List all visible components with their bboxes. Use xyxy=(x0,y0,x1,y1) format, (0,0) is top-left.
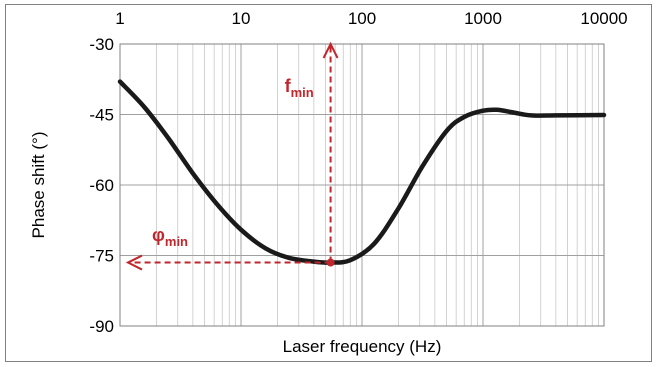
phimin-label-subscript: min xyxy=(165,234,188,249)
y-tick-label: -60 xyxy=(89,176,114,195)
tick-label-layer: 1 10 100 1000 10000 -30 -45 -60 -75 -90 xyxy=(89,9,627,336)
y-tick-label: -45 xyxy=(89,106,114,125)
phase-curve xyxy=(117,79,607,265)
y-tick-label: -75 xyxy=(89,247,114,266)
plot-area-border xyxy=(119,43,605,327)
y-tick-label: -90 xyxy=(89,317,114,336)
x-tick-label: 10000 xyxy=(580,9,627,28)
x-tick-label: 100 xyxy=(348,9,376,28)
fmin-label-subscript: min xyxy=(291,85,314,100)
phimin-arrowhead xyxy=(125,254,143,271)
y-axis-title: Phase shift (°) xyxy=(29,132,48,239)
x-tick-label: 10 xyxy=(232,9,251,28)
y-tick-label: -30 xyxy=(89,35,114,54)
x-tick-label: 1 xyxy=(115,9,124,28)
x-tick-label: 1000 xyxy=(464,9,502,28)
curve-layer xyxy=(117,79,607,265)
chart-frame xyxy=(5,4,652,362)
minimum-point-marker xyxy=(326,258,335,267)
fmin-arrowhead xyxy=(322,41,339,59)
x-axis-title: Laser frequency (Hz) xyxy=(283,337,442,356)
